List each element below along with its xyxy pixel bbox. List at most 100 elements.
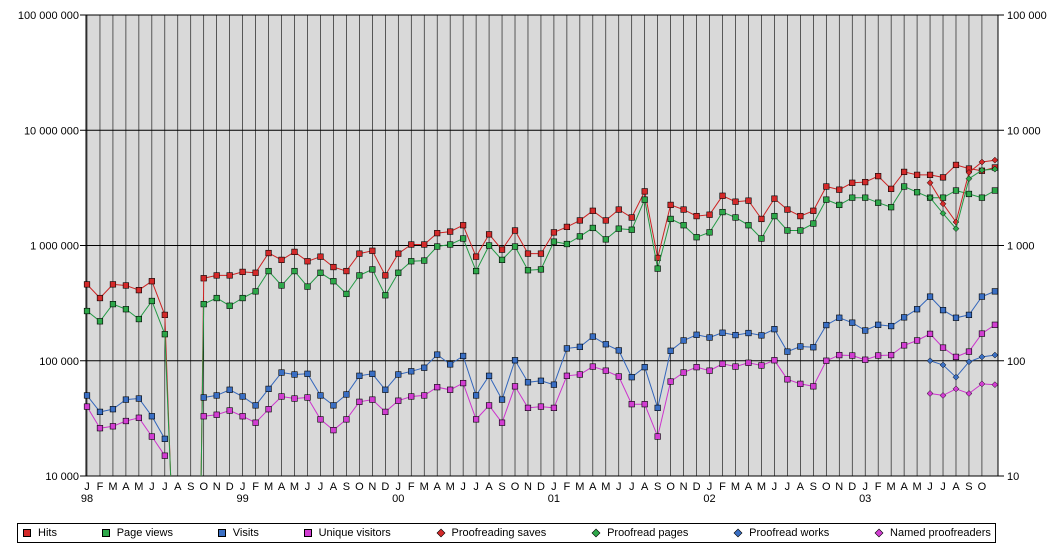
month-tick-label: D bbox=[693, 481, 701, 493]
point-page-views bbox=[460, 235, 467, 242]
point-hits bbox=[109, 281, 117, 288]
point-visits bbox=[991, 288, 998, 295]
month-tick-label: N bbox=[524, 481, 532, 493]
point-unique-visitors bbox=[745, 359, 752, 366]
point-unique-visitors bbox=[784, 376, 791, 383]
month-tick-label: A bbox=[174, 481, 182, 493]
year-tick-label: 03 bbox=[859, 493, 871, 505]
legend-item-hits: Hits bbox=[23, 527, 57, 539]
year-tick-label: 00 bbox=[392, 493, 404, 505]
series-page-views bbox=[83, 183, 998, 477]
month-tick-label: F bbox=[97, 481, 104, 493]
legend-item-page-views: Page views bbox=[101, 527, 173, 539]
point-page-views bbox=[719, 208, 726, 216]
point-visits bbox=[213, 392, 220, 399]
point-page-views bbox=[291, 267, 298, 275]
point-proofread-pages bbox=[939, 210, 947, 217]
month-tick-label: M bbox=[757, 481, 766, 493]
point-hits bbox=[343, 267, 350, 275]
point-unique-visitors bbox=[511, 383, 519, 390]
month-tick-label: J bbox=[551, 481, 557, 493]
point-unique-visitors bbox=[810, 383, 817, 390]
point-proofreading-saves bbox=[978, 158, 986, 166]
point-unique-visitors bbox=[537, 403, 545, 410]
point-visits bbox=[875, 321, 882, 328]
point-unique-visitors bbox=[576, 371, 583, 378]
point-visits bbox=[888, 322, 895, 330]
point-visits bbox=[498, 396, 506, 403]
month-tick-label: J bbox=[772, 481, 778, 493]
point-page-views bbox=[771, 212, 778, 220]
point-hits bbox=[421, 241, 428, 248]
point-visits bbox=[926, 293, 934, 300]
point-visits bbox=[421, 364, 428, 371]
month-tick-label: J bbox=[460, 481, 466, 493]
point-unique-visitors bbox=[589, 363, 596, 370]
month-tick-label: M bbox=[887, 481, 896, 493]
point-visits bbox=[797, 343, 804, 350]
month-tick-label: A bbox=[122, 481, 130, 493]
point-hits bbox=[460, 222, 467, 229]
point-hits bbox=[408, 241, 415, 248]
year-tick-label: 98 bbox=[81, 493, 93, 505]
point-hits bbox=[278, 256, 285, 263]
point-unique-visitors bbox=[460, 379, 467, 387]
month-tick-label: N bbox=[680, 481, 688, 493]
right-tick-label: 100 bbox=[1007, 356, 1025, 368]
point-hits bbox=[810, 207, 817, 214]
month-tick-label: S bbox=[654, 481, 661, 493]
point-visits bbox=[395, 371, 402, 378]
point-hits bbox=[615, 206, 622, 213]
month-tick-label: F bbox=[252, 481, 259, 493]
month-tick-label: O bbox=[666, 481, 675, 493]
month-tick-label: O bbox=[511, 481, 520, 493]
point-page-views bbox=[875, 199, 882, 206]
point-page-views bbox=[797, 227, 804, 234]
month-tick-label: J bbox=[940, 481, 946, 493]
point-page-views bbox=[745, 222, 752, 229]
point-unique-visitors bbox=[356, 398, 363, 405]
point-named-proofreaders bbox=[965, 390, 973, 397]
point-hits bbox=[226, 272, 233, 279]
point-hits bbox=[706, 211, 713, 218]
month-tick-label: M bbox=[601, 481, 610, 493]
point-page-views bbox=[589, 224, 596, 232]
point-visits bbox=[641, 364, 648, 371]
point-page-views bbox=[498, 256, 506, 263]
point-proofread-works bbox=[978, 353, 986, 361]
point-visits bbox=[200, 394, 207, 401]
month-tick-label: M bbox=[446, 481, 455, 493]
month-tick-label: S bbox=[187, 481, 194, 493]
point-unique-visitors bbox=[291, 395, 298, 402]
point-unique-visitors bbox=[654, 433, 661, 440]
month-tick-label: J bbox=[707, 481, 713, 493]
point-hits bbox=[719, 192, 726, 199]
point-hits bbox=[511, 227, 519, 234]
point-unique-visitors bbox=[563, 372, 570, 379]
point-visits bbox=[511, 357, 519, 364]
month-tick-label: D bbox=[226, 481, 234, 493]
point-page-views bbox=[810, 220, 817, 227]
series-visits bbox=[83, 288, 998, 442]
point-page-views bbox=[680, 222, 687, 229]
point-hits bbox=[939, 174, 947, 181]
point-visits bbox=[771, 326, 778, 333]
month-tick-label: A bbox=[745, 481, 753, 493]
legend-item-unique-visitors: Unique visitors bbox=[303, 527, 391, 539]
legend-item-proofread-works: Proofread works bbox=[733, 527, 829, 539]
point-page-views bbox=[122, 306, 130, 313]
point-page-views bbox=[888, 204, 895, 211]
point-visits bbox=[952, 314, 960, 321]
point-unique-visitors bbox=[122, 417, 130, 425]
point-visits bbox=[680, 337, 687, 344]
point-visits bbox=[330, 402, 337, 409]
left-axis-tick-labels: 10 000 100 000 1 000 000 10 000 000 100 000 … bbox=[18, 10, 79, 483]
month-tick-label: A bbox=[485, 481, 493, 493]
month-tick-label: J bbox=[862, 481, 868, 493]
point-named-proofreaders bbox=[926, 390, 934, 397]
point-unique-visitors bbox=[823, 357, 830, 364]
month-tick-label: S bbox=[810, 481, 817, 493]
month-tick-label: M bbox=[290, 481, 299, 493]
legend: Hits Page views Visits Unique visitors P… bbox=[17, 523, 996, 543]
month-tick-label: N bbox=[368, 481, 376, 493]
